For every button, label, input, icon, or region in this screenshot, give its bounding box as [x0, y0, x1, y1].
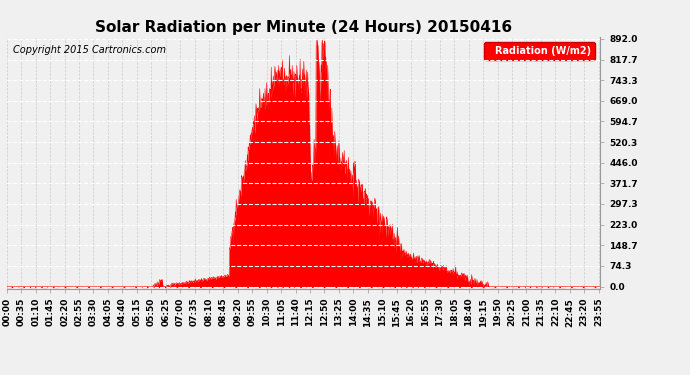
Legend: Radiation (W/m2): Radiation (W/m2): [484, 42, 595, 60]
Title: Solar Radiation per Minute (24 Hours) 20150416: Solar Radiation per Minute (24 Hours) 20…: [95, 20, 512, 35]
Text: Copyright 2015 Cartronics.com: Copyright 2015 Cartronics.com: [13, 45, 166, 55]
